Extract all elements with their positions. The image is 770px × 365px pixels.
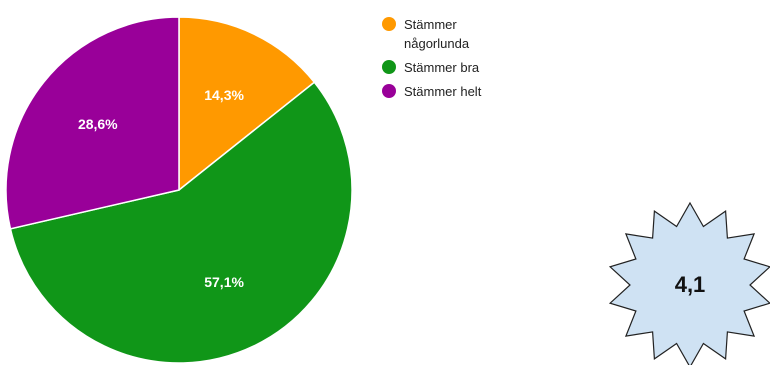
legend: Stämmer någorlunda Stämmer bra Stämmer helt <box>382 17 482 99</box>
score-badge: 4,1 <box>610 203 770 365</box>
legend-label: Stämmer helt <box>404 84 482 99</box>
slice-value-label: 14,3% <box>204 87 244 103</box>
pie-slices <box>6 17 352 363</box>
score-value: 4,1 <box>675 272 706 297</box>
legend-label: Stämmer <box>404 17 457 32</box>
slice-value-label: 28,6% <box>78 116 118 132</box>
legend-swatch <box>382 60 396 74</box>
legend-label: Stämmer bra <box>404 60 480 75</box>
legend-swatch <box>382 17 396 31</box>
slice-value-label: 57,1% <box>204 274 244 290</box>
legend-swatch <box>382 84 396 98</box>
legend-label: någorlunda <box>404 36 470 51</box>
